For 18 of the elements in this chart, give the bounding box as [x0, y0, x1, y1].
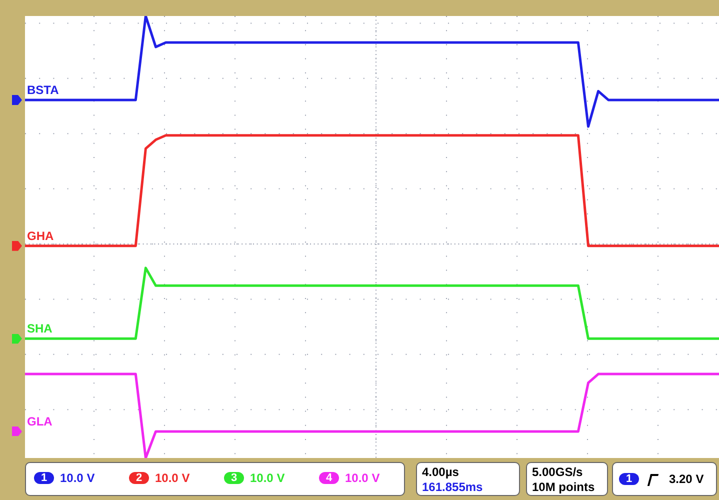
text: 4 [319, 472, 339, 484]
text: 10.0 V [345, 471, 380, 485]
text: 10M points [532, 480, 595, 494]
text: GLA [27, 414, 53, 428]
text: 5.00GS/s [532, 465, 583, 479]
text: 10.0 V [250, 471, 285, 485]
text: 3 [224, 472, 244, 484]
text: 1 [619, 473, 639, 485]
text: 161.855ms [422, 480, 483, 494]
text: 10.0 V [155, 471, 190, 485]
text: 3.20 V [669, 472, 704, 486]
series-label: BSTA [27, 82, 60, 97]
text: 10.0 V [60, 471, 95, 485]
text: 2 [129, 472, 149, 484]
series-label: GHA [27, 228, 54, 243]
text: 4.00µs [422, 465, 459, 479]
series-label: SHA [27, 322, 53, 336]
text: 1 [34, 472, 54, 484]
